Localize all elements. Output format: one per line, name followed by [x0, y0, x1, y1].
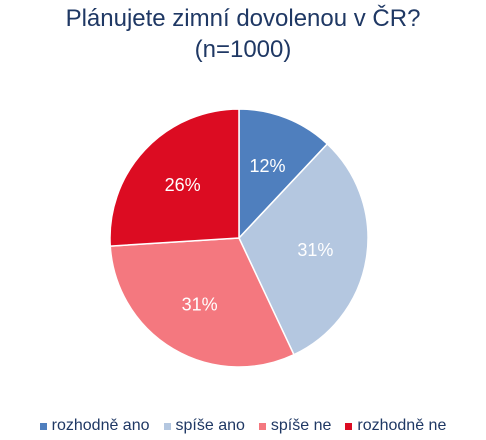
legend-swatch-rozhodne-ano — [39, 422, 47, 430]
legend-item-rozhodne-ano: rozhodně ano — [39, 417, 150, 435]
legend-item-rozhodne-ne: rozhodně ne — [345, 417, 446, 435]
pie-slice-spise-ne — [109, 237, 295, 368]
data-label-spise-ano: 31% — [297, 240, 333, 260]
chart-subtitle: (n=1000) — [194, 36, 292, 63]
pie-slice-rozhodne-ano — [238, 108, 329, 240]
chart-title: Plánujete zimní dovolenou v ČR? — [65, 5, 421, 32]
legend-label-rozhodne-ne: rozhodně ne — [357, 417, 447, 434]
data-label-rozhodne-ne: 26% — [165, 175, 201, 195]
legend-item-spise-ne: spíše ne — [258, 417, 332, 435]
legend-label-spise-ano: spíše ano — [175, 417, 245, 434]
data-label-rozhodne-ano: 12% — [249, 156, 285, 176]
legend: rozhodně ano spíše ano spíše ne rozhodně ne — [0, 413, 486, 439]
legend-swatch-spise-ano — [163, 422, 171, 430]
pie-slice-rozhodne-ne — [109, 108, 240, 247]
data-label-spise-ne: 31% — [182, 295, 218, 315]
pie-slice-spise-ano — [238, 142, 369, 356]
legend-label-rozhodne-ano: rozhodně ano — [51, 417, 150, 434]
legend-swatch-spise-ne — [258, 422, 266, 430]
legend-label-spise-ne: spíše ne — [270, 417, 332, 434]
legend-item-spise-ano: spíše ano — [163, 417, 245, 435]
legend-swatch-rozhodne-ne — [345, 422, 353, 430]
